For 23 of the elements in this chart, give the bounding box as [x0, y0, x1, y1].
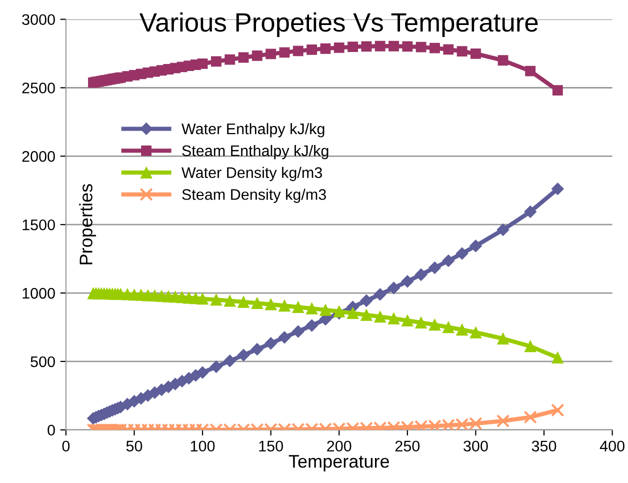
y-tick-label: 500: [30, 356, 55, 368]
x-tick-label: 50: [126, 440, 142, 452]
legend-label: Steam Density kg/m3: [182, 188, 326, 203]
legend-label: Steam Enthalpy kJ/kg: [182, 144, 328, 160]
y-tick-label: 0: [48, 424, 55, 436]
chart-title: Various Propeties Vs Temperature: [140, 12, 538, 37]
y-tick-label: 2500: [22, 82, 55, 94]
y-tick-label: 3000: [22, 14, 55, 26]
x-tick-label: 200: [327, 440, 352, 452]
x-tick-label: 0: [62, 440, 70, 452]
x-tick-label: 350: [532, 440, 556, 452]
y-tick-label: 1500: [22, 219, 55, 230]
x-axis-title: Temperature: [288, 455, 389, 472]
x-tick-label: 100: [190, 440, 215, 452]
legend-label: Water Density kg/m3: [182, 166, 322, 182]
y-tick-label: 1000: [22, 288, 55, 299]
x-tick-label: 250: [395, 440, 420, 452]
y-tick-label: 2000: [22, 151, 55, 162]
y-axis-title: Properties: [79, 184, 96, 264]
x-tick-label: 400: [600, 440, 624, 452]
x-tick-label: 300: [464, 440, 488, 452]
legend-label: Water Enthalpy kJ/kg: [182, 123, 324, 138]
x-tick-label: 150: [259, 440, 283, 452]
